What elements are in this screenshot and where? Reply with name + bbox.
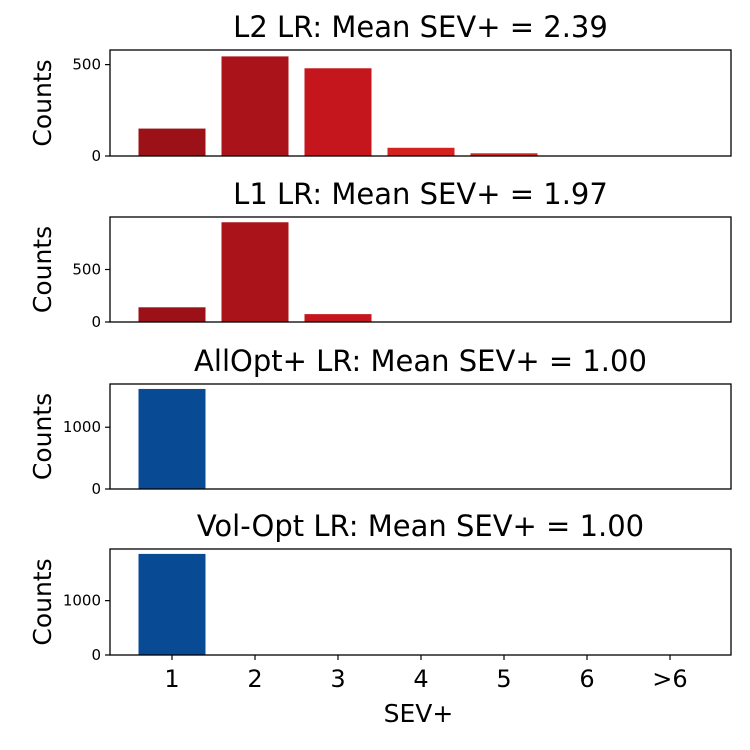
subplot-1: L2 LR: Mean SEV+ = 2.39 Counts 0 500 xyxy=(28,10,732,165)
subplot-title: AllOpt+ LR: Mean SEV+ = 1.00 xyxy=(194,344,647,378)
y-tick-label: 0 xyxy=(91,147,101,165)
x-tick-label: 4 xyxy=(413,665,428,693)
bar-1 xyxy=(138,388,206,489)
x-tick-label: 5 xyxy=(496,665,511,693)
bar-2 xyxy=(221,222,289,322)
subplot-2: L1 LR: Mean SEV+ = 1.97 Counts 0 500 xyxy=(28,177,732,331)
bar-3 xyxy=(304,314,372,322)
y-tick-label: 0 xyxy=(91,313,101,331)
subplot-title: Vol-Opt LR: Mean SEV+ = 1.00 xyxy=(197,509,644,543)
x-tick-label: 2 xyxy=(247,665,262,693)
x-tick-label: 3 xyxy=(330,665,345,693)
y-tick-label: 1000 xyxy=(63,592,101,610)
plot-frame xyxy=(109,49,732,157)
subplot-title: L2 LR: Mean SEV+ = 2.39 xyxy=(233,10,608,44)
y-tick-label: 0 xyxy=(91,646,101,664)
bar-1 xyxy=(138,553,206,655)
x-tick-label: 6 xyxy=(579,665,594,693)
x-axis-label: SEV+ xyxy=(384,699,454,728)
bar-3 xyxy=(304,68,372,156)
y-axis-label: Counts xyxy=(28,558,57,645)
bar-1 xyxy=(138,128,206,156)
plot-frame xyxy=(109,216,732,323)
x-tick-label: >6 xyxy=(652,665,687,693)
bar-1 xyxy=(138,307,206,322)
plot-frame xyxy=(109,383,732,490)
subplot-title: L1 LR: Mean SEV+ = 1.97 xyxy=(233,177,608,211)
y-tick-label: 500 xyxy=(72,261,101,279)
y-tick-label: 1000 xyxy=(63,418,101,436)
bar-4 xyxy=(387,147,455,156)
y-axis-label: Counts xyxy=(28,59,57,146)
y-tick-label: 500 xyxy=(72,56,101,74)
subplot-3: AllOpt+ LR: Mean SEV+ = 1.00 Counts 0 1000 xyxy=(28,344,732,498)
y-tick-label: 0 xyxy=(91,480,101,498)
bar-2 xyxy=(221,56,289,156)
subplot-4: Vol-Opt LR: Mean SEV+ = 1.00 Counts 0 1000 1… xyxy=(28,509,732,728)
bar-5 xyxy=(470,153,538,156)
x-tick-label: 1 xyxy=(164,665,179,693)
y-axis-label: Counts xyxy=(28,226,57,313)
y-axis-label: Counts xyxy=(28,393,57,480)
